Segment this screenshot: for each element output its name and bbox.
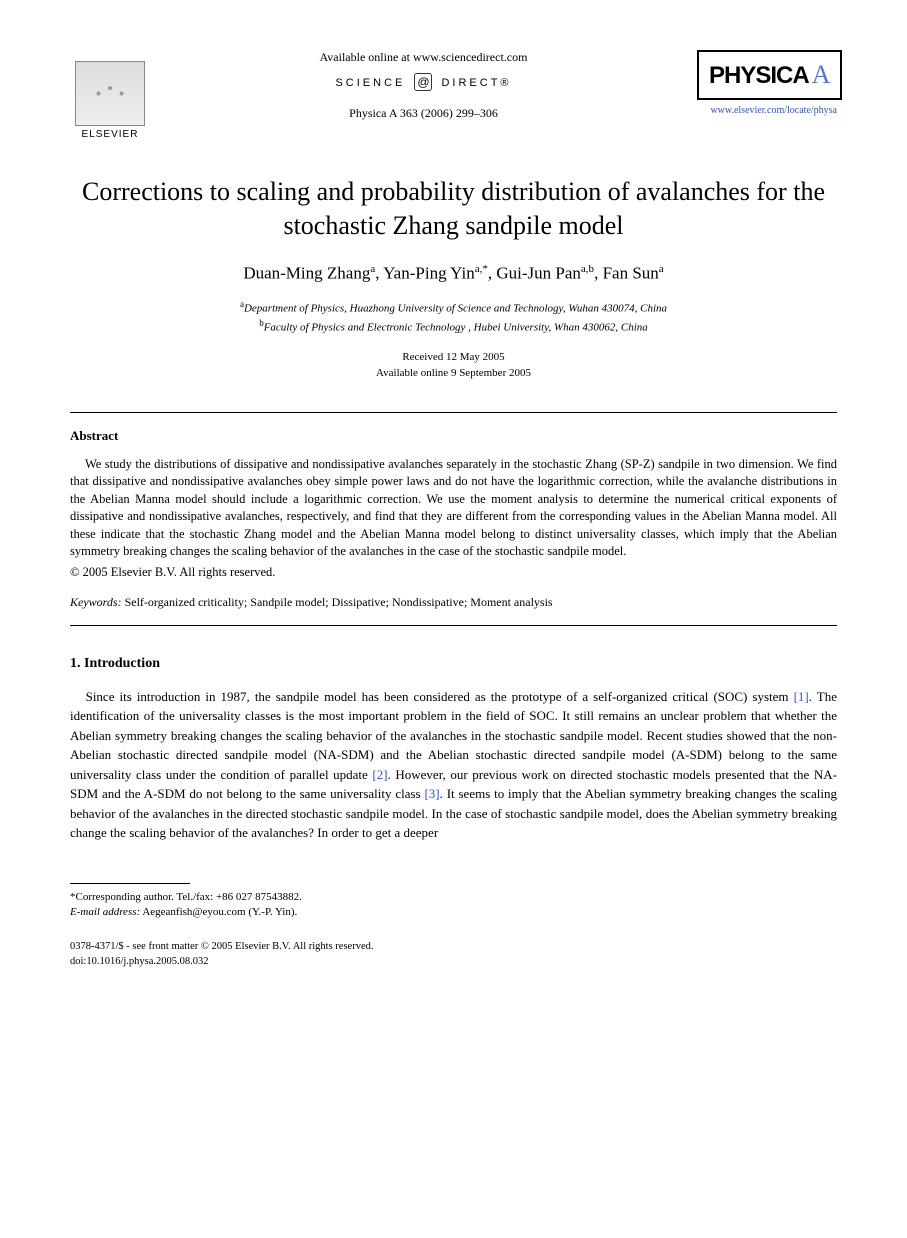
publication-dates: Received 12 May 2005 Available online 9 …: [70, 349, 837, 382]
footer-info: 0378-4371/$ - see front matter © 2005 El…: [70, 940, 837, 969]
header-row: ELSEVIER Available online at www.science…: [70, 50, 837, 140]
keywords-label: Keywords:: [70, 595, 122, 609]
sd-right: DIRECT®: [441, 77, 511, 89]
section-1-body: Since its introduction in 1987, the sand…: [70, 687, 837, 843]
affiliation-a: aDepartment of Physics, Huazhong Univers…: [70, 298, 837, 317]
keywords-line: Keywords: Self-organized criticality; Sa…: [70, 595, 837, 610]
physica-logo: PHYSICAA www.elsevier.com/locate/physa: [697, 50, 837, 116]
available-online-text: Available online at www.sciencedirect.co…: [170, 50, 677, 65]
authors-list: Duan-Ming Zhanga, Yan-Ping Yina,*, Gui-J…: [70, 263, 837, 284]
article-title: Corrections to scaling and probability d…: [70, 175, 837, 243]
elsevier-tree-icon: [75, 61, 145, 126]
journal-reference: Physica A 363 (2006) 299–306: [170, 106, 677, 121]
section-1-heading: 1. Introduction: [70, 656, 837, 672]
journal-url[interactable]: www.elsevier.com/locate/physa: [697, 105, 837, 116]
divider: [70, 625, 837, 626]
keywords-text: Self-organized criticality; Sandpile mod…: [122, 595, 553, 609]
ref-link[interactable]: [1]: [794, 689, 809, 704]
email-address[interactable]: Aegeanfish@eyou.com (Y.-P. Yin).: [140, 906, 297, 918]
email-footnote: E-mail address: Aegeanfish@eyou.com (Y.-…: [70, 905, 837, 920]
physica-letter: A: [812, 60, 831, 89]
affiliations: aDepartment of Physics, Huazhong Univers…: [70, 298, 837, 336]
elsevier-logo: ELSEVIER: [70, 50, 150, 140]
ref-link[interactable]: [2]: [372, 767, 387, 782]
received-date: Received 12 May 2005: [70, 349, 837, 366]
ref-link[interactable]: [3]: [424, 786, 439, 801]
corresponding-author-footnote: *Corresponding author. Tel./fax: +86 027…: [70, 890, 837, 905]
physica-box: PHYSICAA: [697, 50, 842, 100]
front-matter-line: 0378-4371/$ - see front matter © 2005 El…: [70, 940, 837, 955]
copyright-line: © 2005 Elsevier B.V. All rights reserved…: [70, 565, 837, 580]
at-icon: @: [414, 73, 432, 91]
center-header: Available online at www.sciencedirect.co…: [150, 50, 697, 121]
science-direct-logo: SCIENCE @ DIRECT®: [170, 73, 677, 91]
divider: [70, 412, 837, 413]
online-date: Available online 9 September 2005: [70, 365, 837, 382]
affiliation-b: bFaculty of Physics and Electronic Techn…: [70, 317, 837, 336]
elsevier-label: ELSEVIER: [82, 129, 139, 140]
abstract-heading: Abstract: [70, 428, 837, 444]
footnote-rule: [70, 883, 190, 884]
email-label: E-mail address:: [70, 906, 140, 918]
sd-left: SCIENCE: [335, 77, 405, 89]
physica-label: PHYSICA: [709, 62, 809, 89]
abstract-body: We study the distributions of dissipativ…: [70, 456, 837, 561]
doi-line: doi:10.1016/j.physa.2005.08.032: [70, 955, 837, 970]
